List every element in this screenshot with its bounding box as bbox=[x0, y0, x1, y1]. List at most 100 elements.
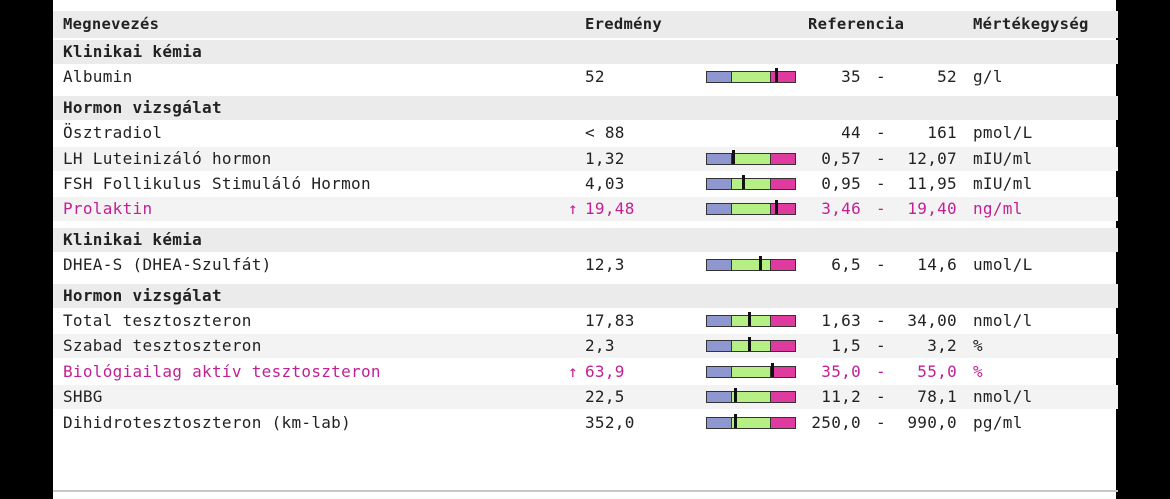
section-header: Hormon vizsgálat bbox=[53, 95, 1118, 120]
result-marker bbox=[742, 175, 746, 189]
table-row: LH Luteinizáló hormon 1,32 0,57- 12,07 mIU/m… bbox=[53, 146, 1118, 171]
range-indicator-bar bbox=[706, 337, 796, 353]
section-header: Hormon vizsgálat bbox=[53, 283, 1118, 308]
result-marker bbox=[771, 362, 775, 377]
test-name: FSH Follikulus Stimuláló Hormon bbox=[63, 174, 371, 193]
test-result: 352,0 bbox=[585, 412, 635, 432]
reference-separator: - bbox=[876, 412, 886, 432]
range-indicator-bar bbox=[706, 68, 796, 84]
test-unit: ng/ml bbox=[973, 199, 1023, 219]
range-high-segment bbox=[770, 316, 795, 326]
range-high-segment bbox=[770, 341, 795, 352]
range-low-segment bbox=[707, 204, 732, 215]
test-name: Biológiailag aktív tesztoszteron bbox=[63, 361, 381, 381]
test-name: DHEA-S (DHEA-Szulfát) bbox=[63, 255, 272, 275]
reference-low: 44 bbox=[841, 123, 861, 143]
range-high-segment bbox=[770, 417, 795, 428]
range-indicator-bar bbox=[706, 388, 796, 404]
reference-high: 14,6 bbox=[917, 255, 957, 275]
test-unit: nmol/l bbox=[973, 311, 1033, 330]
reference-low: 35,0 bbox=[821, 361, 861, 381]
range-high-segment bbox=[770, 153, 795, 164]
test-name: SHBG bbox=[63, 387, 103, 407]
test-result: 2,3 bbox=[585, 336, 615, 356]
result-marker bbox=[734, 413, 738, 428]
result-marker bbox=[732, 149, 736, 164]
section-title: Klinikai kémia bbox=[63, 42, 203, 61]
range-high-segment bbox=[770, 204, 795, 215]
section-title: Hormon vizsgálat bbox=[63, 97, 222, 117]
reference-low: 1,63 bbox=[821, 311, 861, 330]
range-indicator-bar bbox=[706, 175, 796, 190]
table-row: Albumin 52 35- 52 g/l bbox=[53, 65, 1118, 89]
result-marker bbox=[748, 312, 752, 326]
test-name: LH Luteinizáló hormon bbox=[63, 148, 272, 168]
lab-results-table: Megnevezés Eredmény Referencia Mértékegy… bbox=[53, 0, 1118, 499]
table-row: Total tesztoszteron 17,83 1,63- 34,00 nmol/l bbox=[53, 309, 1118, 333]
result-marker bbox=[758, 256, 762, 271]
reference-low: 11,2 bbox=[821, 387, 861, 407]
header-result: Eredmény bbox=[585, 15, 663, 33]
test-result: 1,32 bbox=[585, 148, 625, 168]
section-header: Klinikai kémia bbox=[53, 227, 1118, 252]
range-indicator-bar bbox=[706, 312, 796, 327]
reference-high: 11,95 bbox=[907, 174, 957, 193]
table-row: SHBG 22,5 11,2- 78,1 nmol/l bbox=[53, 385, 1118, 410]
table-row: ↑ Biológiailag aktív tesztoszteron 63,9 35,… bbox=[53, 360, 1118, 384]
range-low-segment bbox=[707, 260, 732, 271]
reference-separator: - bbox=[876, 311, 886, 330]
reference-separator: - bbox=[876, 174, 886, 193]
result-marker bbox=[734, 388, 738, 403]
test-name: Dihidrotesztoszteron (km-lab) bbox=[63, 412, 352, 432]
range-low-segment bbox=[707, 153, 732, 164]
test-unit: umol/L bbox=[973, 255, 1033, 275]
range-low-segment bbox=[707, 341, 732, 352]
range-low-segment bbox=[707, 366, 732, 377]
reference-separator: - bbox=[876, 336, 886, 356]
range-low-segment bbox=[707, 316, 732, 326]
reference-high: 52 bbox=[937, 67, 957, 87]
reference-separator: - bbox=[876, 387, 886, 407]
test-name: Prolaktin bbox=[63, 199, 153, 219]
test-unit: mIU/ml bbox=[973, 148, 1033, 168]
range-high-segment bbox=[770, 366, 795, 377]
test-name: Albumin bbox=[63, 67, 133, 87]
reference-low: 0,95 bbox=[821, 174, 861, 193]
range-high-segment bbox=[770, 179, 795, 189]
reference-high: 19,40 bbox=[907, 199, 957, 219]
header-reference: Referencia bbox=[808, 15, 905, 33]
test-unit: pmol/L bbox=[973, 123, 1033, 143]
reference-low: 6,5 bbox=[831, 255, 861, 275]
reference-high: 34,00 bbox=[907, 311, 957, 330]
range-low-segment bbox=[707, 417, 732, 428]
section-header: Klinikai kémia bbox=[53, 40, 1118, 64]
test-unit: % bbox=[973, 361, 983, 381]
reference-high: 990,0 bbox=[907, 412, 957, 432]
test-result: 12,3 bbox=[585, 255, 625, 275]
reference-low: 35 bbox=[841, 67, 861, 87]
table-row: Szabad tesztoszteron 2,3 1,5- 3,2% bbox=[53, 334, 1118, 359]
test-unit: pg/ml bbox=[973, 412, 1023, 432]
reference-high: 3,2 bbox=[927, 336, 957, 356]
range-indicator-bar bbox=[706, 256, 796, 272]
reference-high: 55,0 bbox=[917, 361, 957, 381]
test-unit: g/l bbox=[973, 67, 1003, 87]
reference-low: 250,0 bbox=[811, 412, 861, 432]
test-unit: mIU/ml bbox=[973, 174, 1033, 193]
test-result: 52 bbox=[585, 67, 605, 87]
table-bottom-divider bbox=[53, 490, 1118, 492]
test-name: Szabad tesztoszteron bbox=[63, 336, 262, 356]
table-row: ↑ Prolaktin 19,48 3,46- 19,40 ng/ml bbox=[53, 197, 1118, 222]
result-marker bbox=[748, 337, 752, 352]
range-indicator-bar bbox=[706, 362, 796, 378]
reference-low: 0,57 bbox=[821, 148, 861, 168]
range-indicator-bar bbox=[706, 200, 796, 216]
header-name: Megnevezés bbox=[63, 15, 160, 33]
reference-separator: - bbox=[876, 67, 886, 87]
range-low-segment bbox=[707, 179, 732, 189]
test-unit: % bbox=[973, 336, 983, 356]
test-result: 63,9 bbox=[585, 361, 625, 381]
test-result: 22,5 bbox=[585, 387, 625, 407]
section-title: Klinikai kémia bbox=[63, 229, 203, 249]
high-flag-arrow-icon: ↑ bbox=[568, 199, 578, 219]
